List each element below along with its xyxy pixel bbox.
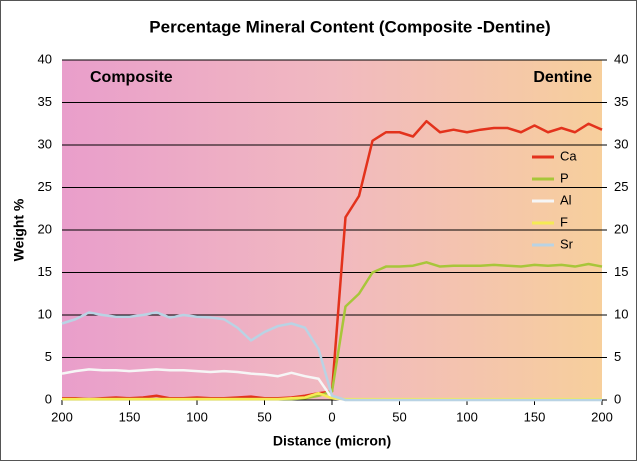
- y-tick-label: 35: [38, 94, 52, 109]
- y2-tick-label: 15: [614, 264, 628, 279]
- y2-tick-label: 20: [614, 221, 628, 236]
- x-tick-label: 150: [119, 409, 141, 424]
- x-tick-label: 0: [328, 409, 335, 424]
- legend-label: P: [560, 170, 569, 185]
- x-tick-label: 200: [51, 409, 73, 424]
- y-tick-label: 10: [38, 306, 52, 321]
- y2-tick-label: 10: [614, 306, 628, 321]
- y-tick-label: 20: [38, 221, 52, 236]
- y-axis-label: Weight %: [11, 198, 27, 261]
- x-tick-label: 100: [186, 409, 208, 424]
- y2-tick-label: 25: [614, 179, 628, 194]
- chart-title: Percentage Mineral Content (Composite -D…: [149, 17, 550, 36]
- y-tick-label: 0: [45, 391, 52, 406]
- legend-label: F: [560, 214, 568, 229]
- y2-tick-label: 40: [614, 51, 628, 66]
- x-tick-label: 50: [392, 409, 406, 424]
- y2-tick-label: 30: [614, 136, 628, 151]
- annotation: Dentine: [533, 69, 592, 86]
- y-tick-label: 40: [38, 51, 52, 66]
- y2-tick-label: 5: [614, 349, 621, 364]
- y-tick-label: 25: [38, 179, 52, 194]
- y2-tick-label: 0: [614, 391, 621, 406]
- x-tick-label: 50: [257, 409, 271, 424]
- legend-label: Ca: [560, 148, 577, 163]
- y2-tick-label: 35: [614, 94, 628, 109]
- annotation: Composite: [90, 69, 173, 86]
- legend-label: Sr: [560, 236, 574, 251]
- y-tick-label: 15: [38, 264, 52, 279]
- y-tick-label: 5: [45, 349, 52, 364]
- x-axis-label: Distance (micron): [273, 433, 391, 449]
- x-tick-label: 100: [456, 409, 478, 424]
- y-tick-label: 30: [38, 136, 52, 151]
- legend-label: Al: [560, 192, 572, 207]
- series-line: [61, 311, 602, 402]
- x-tick-label: 200: [591, 409, 613, 424]
- x-tick-label: 150: [524, 409, 546, 424]
